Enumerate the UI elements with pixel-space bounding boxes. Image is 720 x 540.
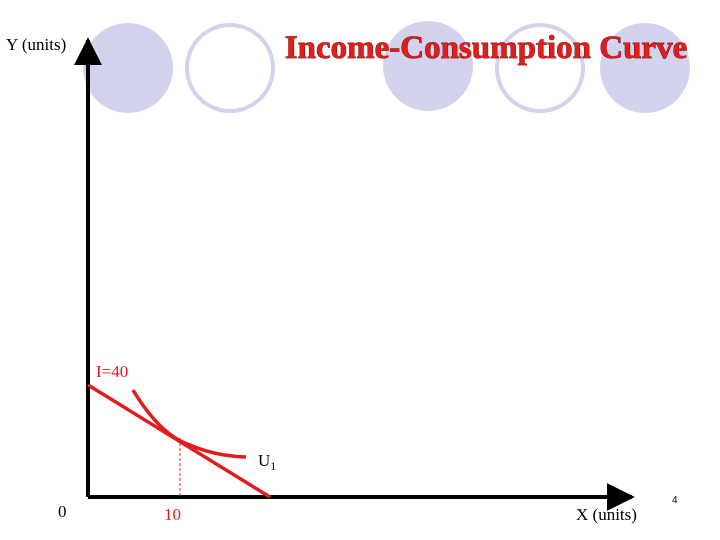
curve-label-subscript: 1 (270, 459, 276, 473)
curve-label: U1 (258, 451, 276, 473)
origin-label: 0 (58, 502, 67, 521)
decor-circle (83, 23, 173, 113)
slide-number: 4 (672, 495, 678, 506)
decor-circle (600, 23, 690, 113)
curve-label-main: U (258, 451, 270, 470)
slide-title: Income-Consumption Curve (285, 30, 687, 66)
decor-circle (383, 21, 473, 111)
decor-circle (185, 23, 275, 113)
indifference-curve (131, 389, 247, 459)
x-tick-label: 10 (164, 505, 181, 524)
decor-circle (495, 23, 585, 113)
budget-label: I=40 (96, 362, 128, 381)
x-axis-label: X (units) (576, 505, 637, 524)
y-axis-label: Y (units) (6, 35, 66, 54)
